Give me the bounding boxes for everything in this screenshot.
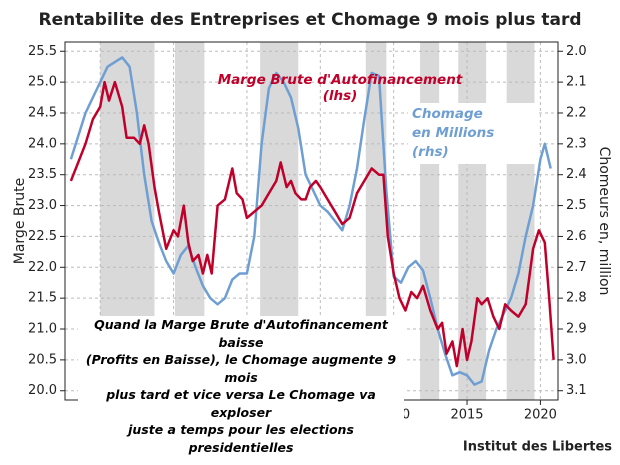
y2-tick-label: 2.7 xyxy=(566,260,587,275)
x-tick-label: 2020 xyxy=(524,408,557,423)
y-tick-label: 25.0 xyxy=(28,75,57,90)
chart-title: Rentabilite des Entreprises et Chomage 9… xyxy=(38,10,581,30)
x-tick-label: 2015 xyxy=(450,408,483,423)
series-label: Marge Brute d'Autofinancement (lhs) xyxy=(217,72,463,104)
series-label: Chomage en Millions (rhs) xyxy=(408,103,536,164)
y2-tick-label: 2.6 xyxy=(566,229,587,244)
y-tick-label: 21.5 xyxy=(28,291,57,306)
series-line xyxy=(69,56,552,386)
source: Institut des Libertes xyxy=(463,440,612,455)
series-line xyxy=(69,80,555,368)
y2-tick-label: 2.1 xyxy=(566,75,587,90)
y-tick-label: 20.0 xyxy=(28,383,57,398)
y2-tick-label: 2.9 xyxy=(566,322,587,337)
y2-tick-label: 2.5 xyxy=(566,198,587,213)
y-tick-label: 22.5 xyxy=(28,229,57,244)
y2-tick-label: 2.3 xyxy=(566,136,587,151)
y2-tick-label: 2.2 xyxy=(566,105,587,120)
y2-tick-label: 2.0 xyxy=(566,44,587,59)
y-tick-label: 23.5 xyxy=(28,167,57,182)
y-tick-label: 22.0 xyxy=(28,260,57,275)
shaded-period xyxy=(365,42,387,400)
y2-tick-label: 2.4 xyxy=(566,167,587,182)
y-tick-label: 24.0 xyxy=(28,136,57,151)
y-tick-label: 25.5 xyxy=(28,44,57,59)
y-tick-label: 21.0 xyxy=(28,322,57,337)
y-tick-label: 24.5 xyxy=(28,105,57,120)
y2-tick-label: 3.1 xyxy=(566,383,587,398)
annotation: Quand la Marge Brute d'Autofinancement b… xyxy=(78,316,404,456)
y-tick-label: 20.5 xyxy=(28,352,57,367)
y2-axis-label: Chomeurs en, million xyxy=(596,147,612,296)
y2-tick-label: 2.8 xyxy=(566,291,587,306)
y2-tick-label: 3.0 xyxy=(566,352,587,367)
y-tick-label: 23.0 xyxy=(28,198,57,213)
y-axis-label: Marge Brute xyxy=(12,178,28,264)
